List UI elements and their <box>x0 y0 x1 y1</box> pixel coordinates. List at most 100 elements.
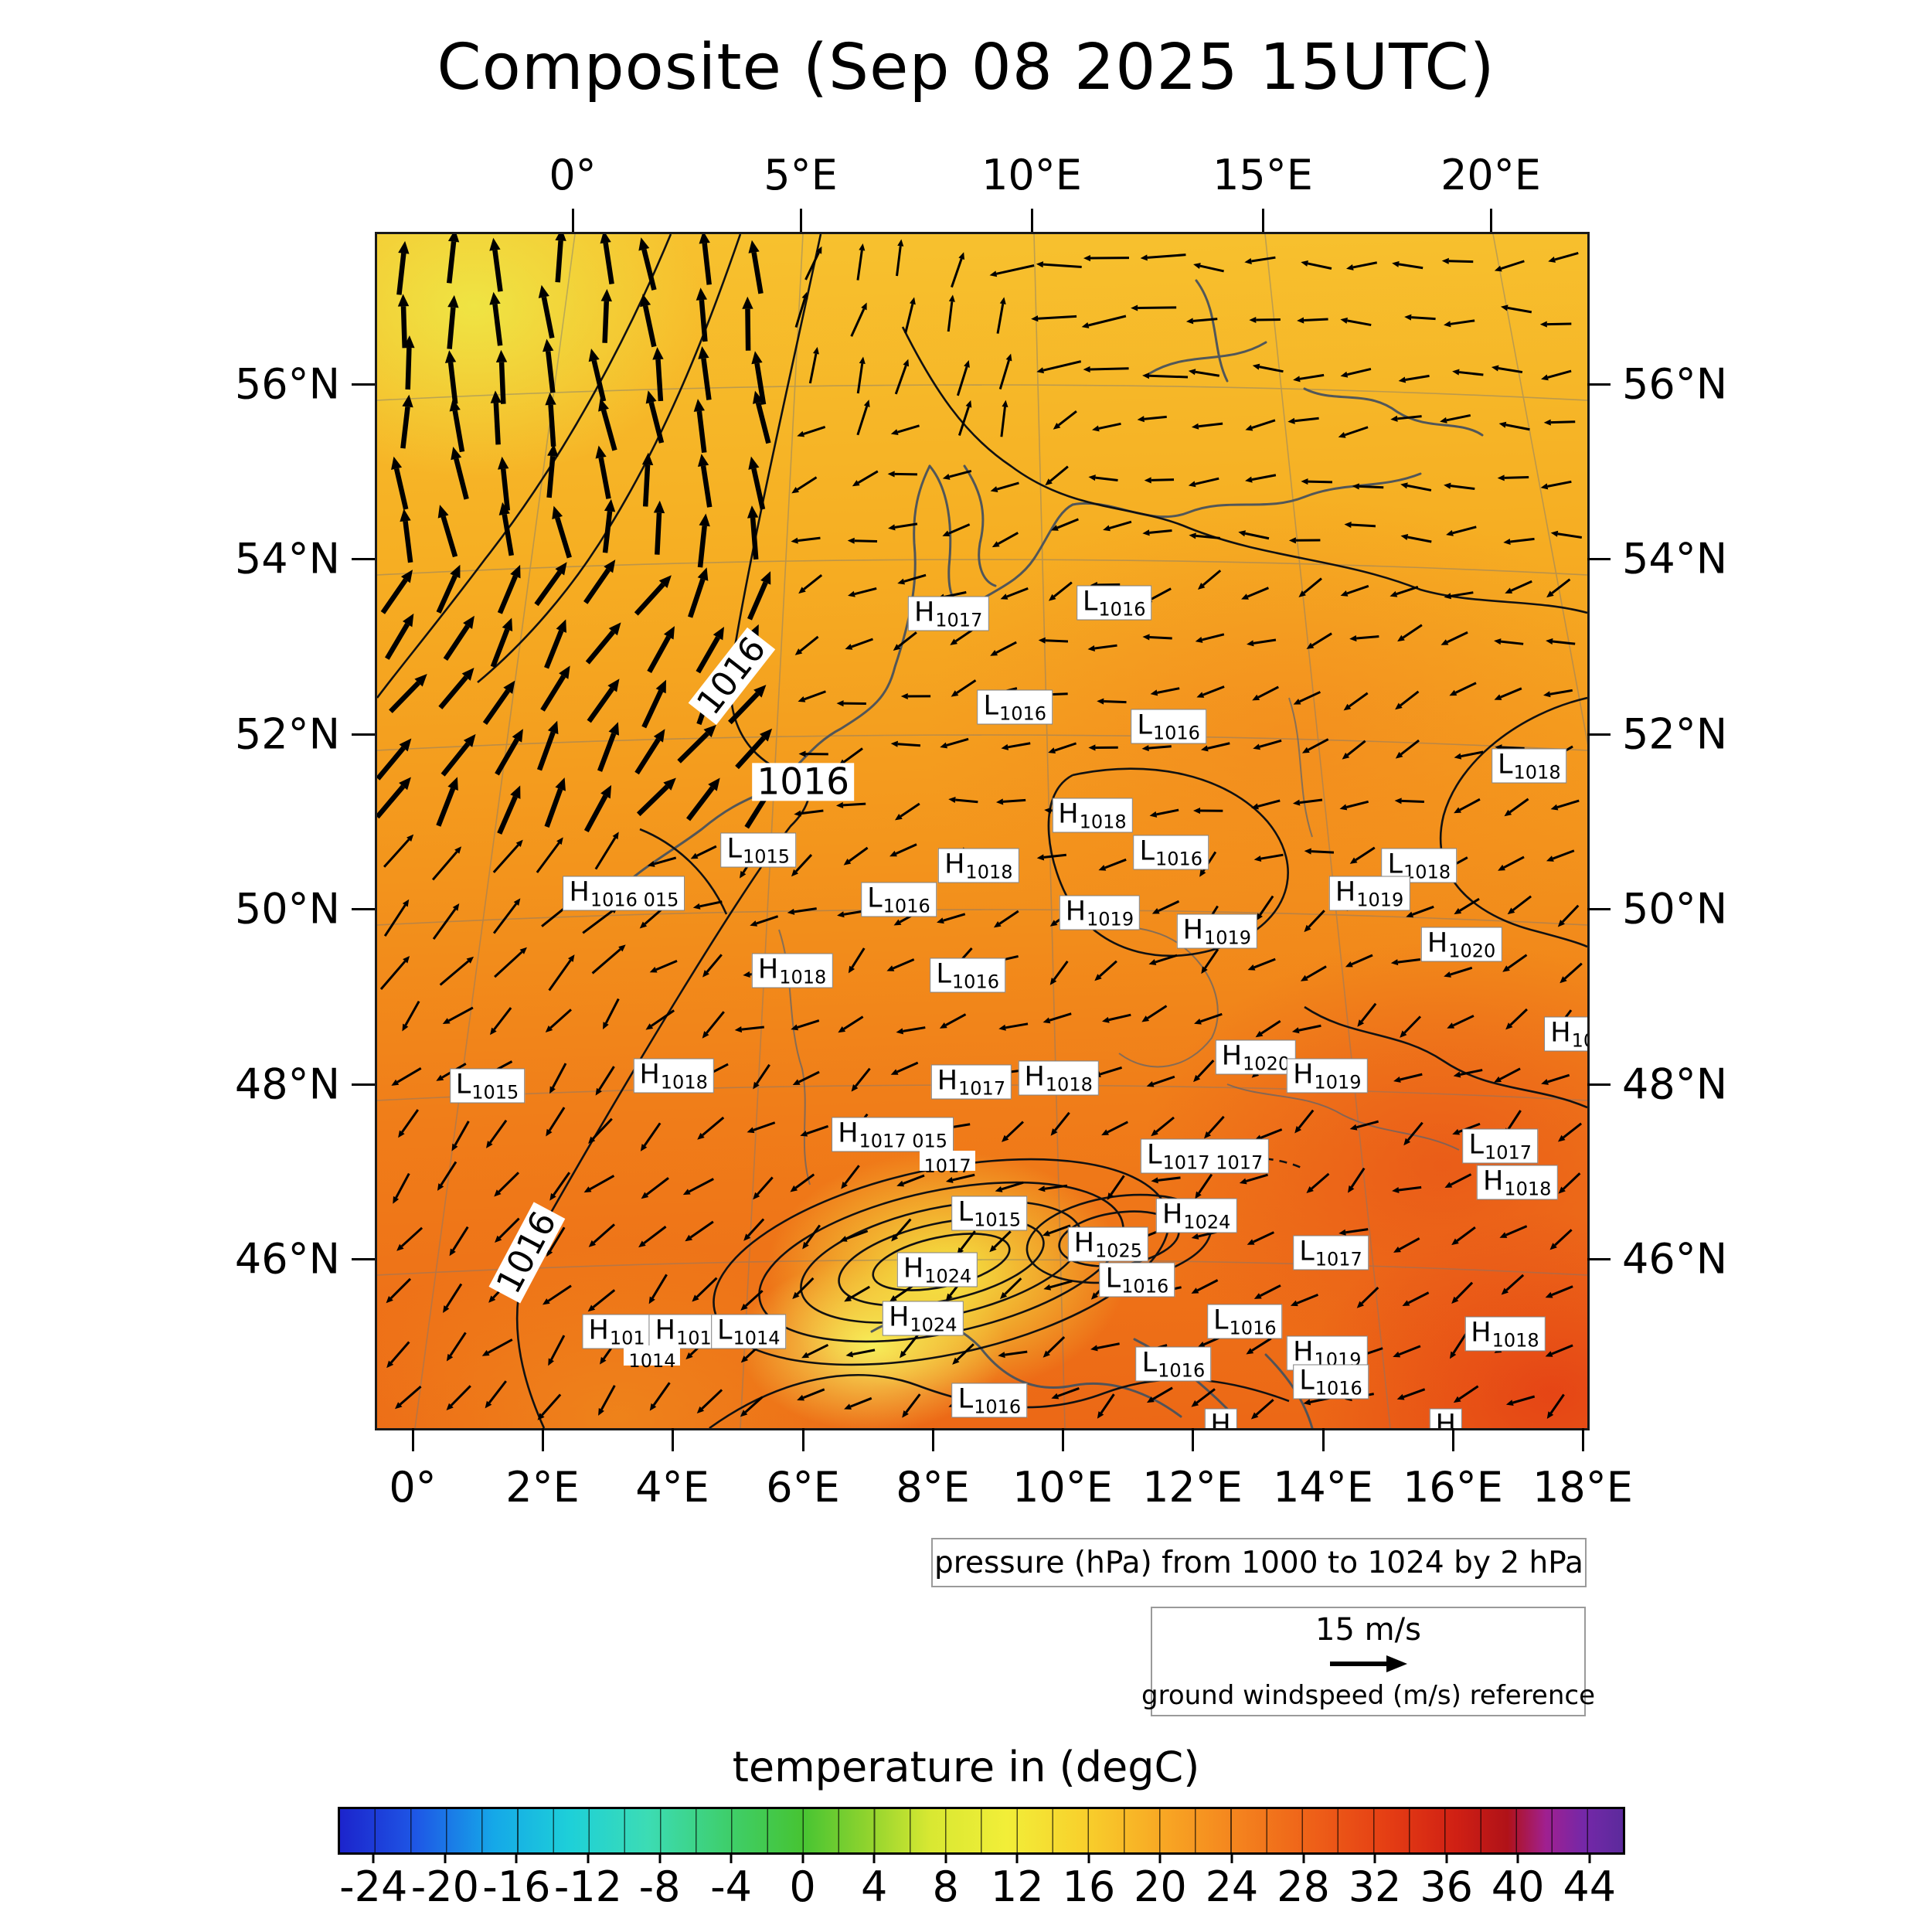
colorbar-tick-label: -20 <box>410 1862 479 1911</box>
axis-tick-left <box>352 1257 375 1260</box>
pressure-marker: L1015 <box>720 832 797 868</box>
pressure-marker: H1017 <box>907 596 989 631</box>
pressure-marker-letter: H <box>588 1315 609 1346</box>
pressure-marker: H1019 <box>1287 1058 1368 1094</box>
pressure-marker: L1016 <box>1076 585 1152 621</box>
pressure-marker-letter: L <box>1299 1365 1315 1396</box>
axis-label-bottom: 16°E <box>1403 1463 1503 1512</box>
pressure-marker: H <box>1429 1408 1462 1430</box>
pressure-marker-letter: H <box>1471 1317 1492 1349</box>
axis-label-bottom: 14°E <box>1273 1463 1373 1512</box>
colorbar-tick-label: 28 <box>1277 1862 1330 1911</box>
pressure-marker-letter: H <box>757 954 779 985</box>
pressure-marker-value: 1015 <box>471 1081 519 1104</box>
pressure-marker: H1024 <box>896 1252 978 1287</box>
pressure-marker-value: 101 <box>609 1327 645 1349</box>
pressure-marker: L1015 <box>449 1068 526 1104</box>
pressure-marker: H1018 <box>1052 798 1133 833</box>
axis-label-bottom: 4°E <box>635 1463 709 1512</box>
pressure-marker-letter: L <box>957 1196 974 1228</box>
pressure-marker: H1018 <box>633 1058 714 1094</box>
colorbar-tick-mark <box>515 1852 518 1863</box>
pressure-marker-value: 1016 <box>1229 1317 1277 1339</box>
pressure-marker: L1015 <box>951 1196 1028 1231</box>
pressure-marker-value: 1018 <box>1492 1329 1539 1352</box>
pressure-marker-letter: H <box>1427 927 1448 959</box>
axis-tick-bottom <box>1581 1428 1584 1451</box>
pressure-marker-letter: H <box>1065 896 1087 927</box>
axis-tick-left <box>352 733 375 736</box>
pressure-marker-letter: L <box>957 1383 974 1415</box>
pressure-marker: L1016 <box>977 689 1053 725</box>
axis-tick-left <box>352 557 375 560</box>
colorbar-tick-mark <box>1373 1852 1376 1863</box>
pressure-marker-value: 1019 <box>1314 1071 1362 1094</box>
pressure-marker: 1017 <box>919 1150 975 1175</box>
axis-label-right: 56°N <box>1622 359 1728 409</box>
axis-label-bottom: 8°E <box>896 1463 970 1512</box>
axis-tick-top <box>1489 209 1492 232</box>
colorbar-tick-label: -12 <box>553 1862 623 1911</box>
pressure-marker-letter: H <box>655 1315 675 1346</box>
colorbar-tick-label: -8 <box>638 1862 681 1911</box>
axis-label-bottom: 6°E <box>766 1463 840 1512</box>
contour-label: 1016 <box>488 1202 566 1304</box>
pressure-marker-value: 1019 <box>1203 927 1251 949</box>
pressure-marker-value: 1019 <box>1356 889 1404 911</box>
axis-tick-bottom <box>1191 1428 1194 1451</box>
axis-label-bottom: 2°E <box>505 1463 580 1512</box>
pressure-marker-value: 1016 <box>1098 598 1146 621</box>
pressure-marker-value: 1017 <box>935 609 983 631</box>
page-title: Composite (Sep 08 2025 15UTC) <box>437 31 1495 104</box>
pressure-marker-letter: H <box>1293 1059 1314 1090</box>
pressure-marker: H1018 <box>938 848 1019 883</box>
axis-label-top: 15°E <box>1213 151 1313 199</box>
wind-ref-caption: ground windspeed (m/s) reference <box>1141 1680 1595 1711</box>
pressure-marker: L1016 <box>1207 1304 1283 1339</box>
axis-label-top: 5°E <box>764 151 838 199</box>
pressure-marker-letter: H <box>1210 1409 1231 1430</box>
axis-tick-bottom <box>1321 1428 1325 1451</box>
pressure-marker-letter: H <box>1058 798 1079 830</box>
pressure-marker-letter: L <box>1139 835 1155 867</box>
pressure-marker: H1018 <box>751 953 833 988</box>
colorbar-tick-label: -24 <box>339 1862 408 1911</box>
colorbar-tick-mark <box>730 1852 733 1863</box>
colorbar-tick-label: 12 <box>990 1862 1044 1911</box>
colorbar-tick-mark <box>872 1852 876 1863</box>
colorbar-tick-mark <box>444 1852 447 1863</box>
colorbar-tick-mark <box>1015 1852 1019 1863</box>
colorbar-tick-label: 36 <box>1420 1862 1473 1911</box>
pressure-marker-value: 1015 <box>742 845 791 868</box>
pressure-marker: L1014 <box>710 1314 787 1349</box>
pressure-marker: H1017 015 <box>832 1117 954 1152</box>
pressure-marker-letter: L <box>983 690 998 722</box>
axis-tick-top <box>1030 209 1033 232</box>
pressure-marker-value: 1016 015 <box>590 889 679 911</box>
pressure-marker-layer: H1017 L1016 L1016 L1016 L1018 H1018 L1015 H1018… <box>377 234 1587 1428</box>
colorbar-tick-label: 20 <box>1134 1862 1187 1911</box>
pressure-marker-letter: H <box>569 876 590 908</box>
pressure-marker-letter: H <box>1435 1409 1456 1430</box>
pressure-marker: H1018 <box>1018 1060 1099 1096</box>
pressure-legend-box: pressure (hPa) from 1000 to 1024 by 2 hP… <box>931 1538 1587 1587</box>
pressure-marker-value: 1016 <box>974 1396 1022 1418</box>
wind-ref-speed: 15 m/s <box>1315 1612 1421 1648</box>
axis-tick-bottom <box>671 1428 674 1451</box>
pressure-marker-value: 1018 <box>660 1071 708 1094</box>
pressure-marker-letter: L <box>1146 1139 1162 1171</box>
colorbar-tick-label: -4 <box>710 1862 752 1911</box>
pressure-marker-letter: H <box>838 1117 859 1149</box>
pressure-marker-value: 1016 <box>998 702 1047 725</box>
pressure-marker-letter: L <box>1141 1347 1158 1379</box>
axis-tick-right <box>1587 1257 1611 1260</box>
pressure-marker-value: 1020 <box>1448 940 1496 962</box>
colorbar-tick-mark <box>587 1852 590 1863</box>
weather-map: H1017 L1016 L1016 L1016 L1018 H1018 L1015 H1018… <box>375 232 1590 1430</box>
colorbar-tick-mark <box>1588 1852 1591 1863</box>
colorbar-tick-mark <box>1302 1852 1304 1863</box>
pressure-marker-value: 1018 <box>1403 861 1451 883</box>
pressure-marker-letter: L <box>936 958 951 990</box>
pressure-marker-letter: L <box>1105 1263 1121 1294</box>
colorbar-tick-label: 4 <box>860 1862 888 1911</box>
